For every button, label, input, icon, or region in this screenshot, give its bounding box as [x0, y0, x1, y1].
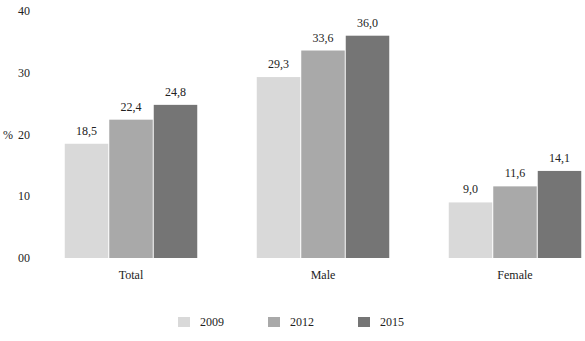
bar: [257, 77, 301, 258]
data-labels: 18,5 22,4 24,8 29,3 33,6 36,0 9,0 11,6 14,1: [76, 16, 570, 197]
data-label: 36,0: [357, 16, 378, 30]
legend-swatch: [358, 317, 370, 327]
legend-swatch: [178, 317, 190, 327]
x-tick-label: Female: [497, 268, 532, 282]
legend-label: 2012: [290, 315, 314, 329]
x-tick-label: Male: [311, 268, 336, 282]
y-tick: [33, 11, 36, 12]
legend-swatch: [268, 317, 280, 327]
y-tick-label: 10: [18, 189, 30, 203]
y-tick: [33, 72, 36, 73]
bar: [493, 186, 537, 258]
bar: [301, 51, 345, 258]
data-label: 9,0: [463, 182, 478, 196]
data-label: 22,4: [121, 100, 142, 114]
legend-label: 2009: [200, 315, 224, 329]
y-tick: [33, 196, 36, 197]
data-label: 11,6: [505, 166, 526, 180]
data-label: 24,8: [165, 85, 186, 99]
bars: [65, 36, 582, 258]
legend-label: 2015: [380, 315, 404, 329]
y-tick: [33, 258, 36, 259]
chart-svg: 00 10 20 30 40% 18,5 22,4 24,8 29,3 33,6 36,0 9,0 11…: [0, 0, 585, 341]
chart: 00 10 20 30 40% 18,5 22,4 24,8 29,3 33,6 36,0 9,0 11…: [0, 0, 585, 341]
bar: [109, 120, 153, 258]
y-tick-label: 30: [18, 66, 30, 80]
y-tick: [33, 134, 36, 135]
y-tick-label: 20: [18, 128, 30, 142]
x-tick-label: Total: [119, 268, 144, 282]
data-label: 33,6: [313, 31, 334, 45]
data-label: 18,5: [76, 124, 97, 138]
bar: [449, 202, 493, 258]
legend: 2009 2012 2015: [178, 315, 404, 329]
data-label: 29,3: [268, 57, 289, 71]
y-tick-label: 40: [18, 4, 30, 18]
bar: [65, 144, 109, 258]
bar: [154, 105, 198, 258]
y-axis-label: %: [3, 128, 13, 142]
bar: [346, 36, 390, 258]
data-label: 14,1: [549, 151, 570, 165]
bar: [538, 171, 582, 258]
y-tick-label: 00: [18, 251, 30, 265]
